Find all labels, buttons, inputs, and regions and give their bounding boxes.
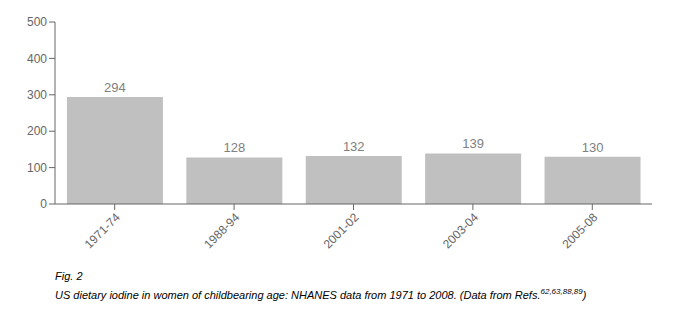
svg-text:1988-94: 1988-94: [201, 210, 242, 251]
svg-text:500: 500: [27, 15, 47, 29]
svg-text:0: 0: [40, 197, 47, 211]
svg-text:100: 100: [27, 161, 47, 175]
svg-text:2003-04: 2003-04: [440, 210, 481, 251]
svg-text:2001-02: 2001-02: [321, 210, 362, 251]
svg-text:200: 200: [27, 124, 47, 138]
svg-text:128: 128: [223, 140, 245, 155]
svg-text:132: 132: [343, 139, 365, 154]
svg-text:2005-08: 2005-08: [559, 210, 600, 251]
html-text:US dietary iodine in women of: US dietary iodine in women of childbeari…: [55, 287, 587, 301]
svg-text:300: 300: [27, 88, 47, 102]
html-text:Fig. 2: Fig. 2: [55, 270, 83, 282]
svg-text:294: 294: [104, 80, 126, 95]
svg-text:130: 130: [582, 140, 604, 155]
svg-text:400: 400: [27, 52, 47, 66]
svg-text:139: 139: [462, 136, 484, 151]
svg-text:1971-74: 1971-74: [82, 210, 123, 251]
